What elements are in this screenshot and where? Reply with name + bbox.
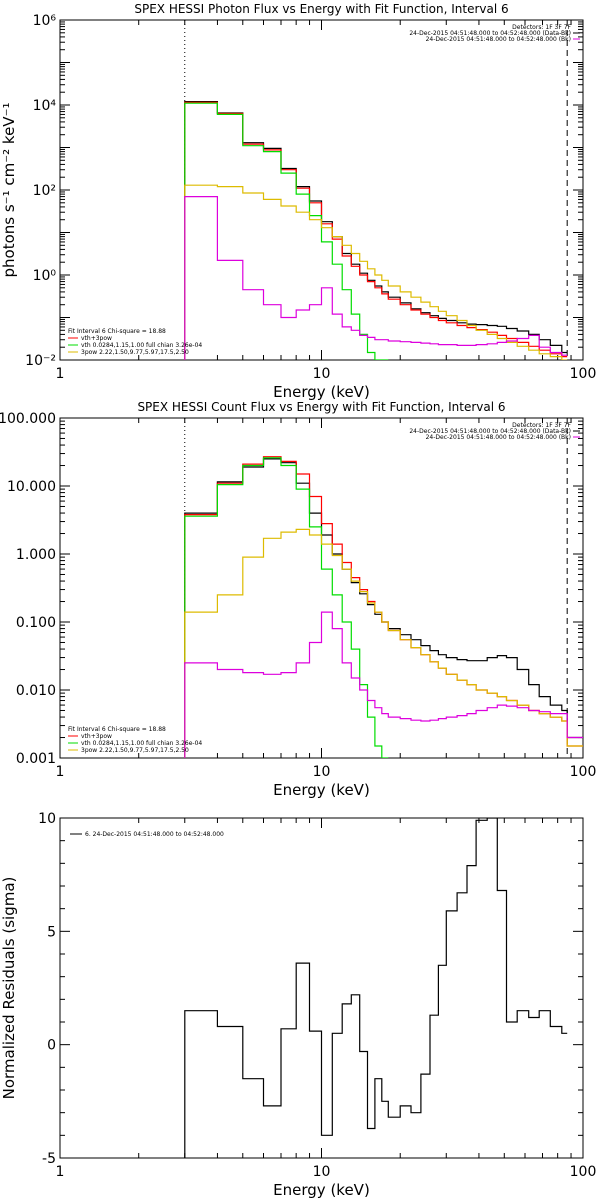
series-vth-3pow bbox=[184, 101, 568, 360]
x-tick-label: 1 bbox=[56, 1164, 65, 1180]
series-data-bk bbox=[184, 101, 568, 360]
y-axis-label: Normalized Residuals (sigma) bbox=[0, 877, 18, 1100]
legend-header-line: 24-Dec-2015 04:51:48.000 to 04:52:48.000… bbox=[426, 434, 571, 441]
series-residuals bbox=[184, 818, 568, 1158]
legend-header-line: Detectors: 1F 3F 7F bbox=[512, 24, 571, 31]
fit-info-line: Fit Interval 6 Chi-square = 18.88 bbox=[68, 726, 166, 733]
series-data-bk bbox=[184, 458, 583, 758]
x-tick-label: 10 bbox=[313, 1164, 331, 1180]
y-tick-label: 10⁶ bbox=[33, 13, 57, 29]
y-tick-label: 10⁴ bbox=[33, 98, 57, 114]
chart-panel-2: SPEX HESSI Count Flux vs Energy with Fit… bbox=[0, 400, 596, 799]
x-axis-label: Energy (keV) bbox=[273, 781, 370, 799]
legend-header-line: 24-Dec-2015 04:51:48.000 to 04:52:48.000… bbox=[426, 36, 571, 43]
series-vth bbox=[184, 102, 389, 360]
series-vth bbox=[184, 457, 389, 758]
chart-panel-1: SPEX HESSI Photon Flux vs Energy with Fi… bbox=[0, 2, 596, 401]
legend-header-line: 24-Dec-2015 04:51:48.000 to 04:52:48.000… bbox=[409, 30, 571, 37]
fit-legend-label: 3pow 2.22,1.50,9.77,5.97,17.5,2.50 bbox=[81, 349, 189, 356]
series-group bbox=[184, 101, 568, 360]
series-3pow bbox=[184, 528, 583, 758]
series-group bbox=[184, 818, 568, 1158]
x-tick-label: 1 bbox=[56, 366, 65, 382]
y-tick-label: 0.001 bbox=[16, 751, 56, 767]
fit-legend-label: vth+3pow bbox=[81, 733, 112, 740]
y-tick-label: 0 bbox=[47, 1038, 56, 1054]
series-3pow bbox=[184, 184, 568, 360]
plot-frame bbox=[59, 417, 584, 759]
y-axis-label: photons s⁻¹ cm⁻² keV⁻¹ bbox=[0, 103, 18, 278]
series-vth-3pow bbox=[184, 456, 583, 758]
y-tick-label: 10⁻² bbox=[25, 353, 56, 369]
series-bk bbox=[184, 611, 583, 758]
chart-title: SPEX HESSI Photon Flux vs Energy with Fi… bbox=[134, 2, 508, 16]
fit-legend-label: vth 0.0284,1.15,1.00 full chian 3.26e-04 bbox=[81, 740, 202, 747]
x-axis-label: Energy (keV) bbox=[273, 383, 370, 401]
y-tick-label: 0.100 bbox=[16, 615, 56, 631]
series-group bbox=[184, 456, 583, 758]
legend-label: 6. 24-Dec-2015 04:51:48.000 to 04:52:48.… bbox=[85, 831, 224, 838]
y-tick-label: 100.000 bbox=[0, 411, 56, 427]
y-tick-label: 10 bbox=[38, 811, 56, 827]
chart-title: SPEX HESSI Count Flux vs Energy with Fit… bbox=[137, 400, 505, 414]
y-tick-label: 10.000 bbox=[7, 479, 56, 495]
fit-legend-label: 3pow 2.22,1.50,9.77,5.97,17.5,2.50 bbox=[81, 747, 189, 754]
y-tick-label: 10² bbox=[33, 183, 56, 199]
plot-frame bbox=[59, 19, 584, 361]
x-tick-label: 10 bbox=[313, 764, 331, 780]
x-axis-label: Energy (keV) bbox=[273, 1181, 370, 1199]
fit-legend-label: vth 0.0284,1.15,1.00 full chian 3.26e-04 bbox=[81, 342, 202, 349]
x-tick-label: 100 bbox=[570, 764, 597, 780]
legend-header-line: Detectors: 1F 3F 7F bbox=[512, 422, 571, 429]
y-tick-label: -5 bbox=[42, 1151, 56, 1167]
x-tick-label: 1 bbox=[56, 764, 65, 780]
y-tick-label: 10⁰ bbox=[33, 268, 57, 284]
fit-info-line: Fit Interval 6 Chi-square = 18.88 bbox=[68, 328, 166, 335]
legend-header-line: 24-Dec-2015 04:51:48.000 to 04:52:48.000… bbox=[409, 428, 571, 435]
x-tick-label: 100 bbox=[570, 366, 597, 382]
x-tick-label: 10 bbox=[313, 366, 331, 382]
series-bk bbox=[184, 196, 568, 360]
y-tick-label: 0.010 bbox=[16, 683, 56, 699]
y-tick-label: 5 bbox=[47, 924, 56, 940]
x-tick-label: 100 bbox=[570, 1164, 597, 1180]
fit-legend-label: vth+3pow bbox=[81, 335, 112, 342]
y-tick-label: 1.000 bbox=[16, 547, 56, 563]
